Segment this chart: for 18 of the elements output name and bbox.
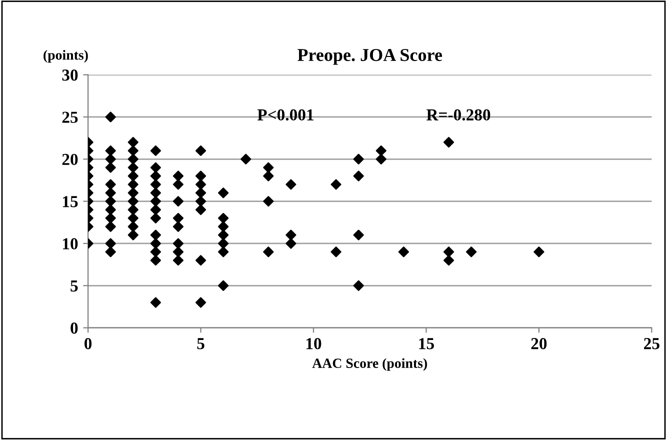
y-tick-label: 0 [70, 322, 78, 334]
x-axis-title: AAC Score (points) [312, 358, 427, 371]
y-axis-title: (points) [44, 50, 88, 63]
x-tick-label: 0 [84, 338, 92, 350]
y-tick-label: 20 [62, 154, 78, 166]
y-tick-label: 15 [62, 196, 78, 208]
x-tick-label: 10 [306, 338, 322, 350]
annotation: P<0.001 [257, 109, 314, 121]
chart-title: Preope. JOA Score [298, 48, 442, 65]
y-tick-label: 25 [62, 112, 78, 123]
x-tick-label: 20 [531, 338, 547, 350]
x-tick-label: 25 [644, 338, 660, 350]
annotation: R=-0.280 [426, 109, 490, 121]
y-tick-label: 5 [70, 280, 78, 292]
y-tick-label: 30 [62, 70, 78, 81]
x-tick-label: 5 [197, 338, 204, 350]
y-tick-label: 10 [62, 238, 78, 250]
x-tick-label: 15 [419, 338, 434, 350]
